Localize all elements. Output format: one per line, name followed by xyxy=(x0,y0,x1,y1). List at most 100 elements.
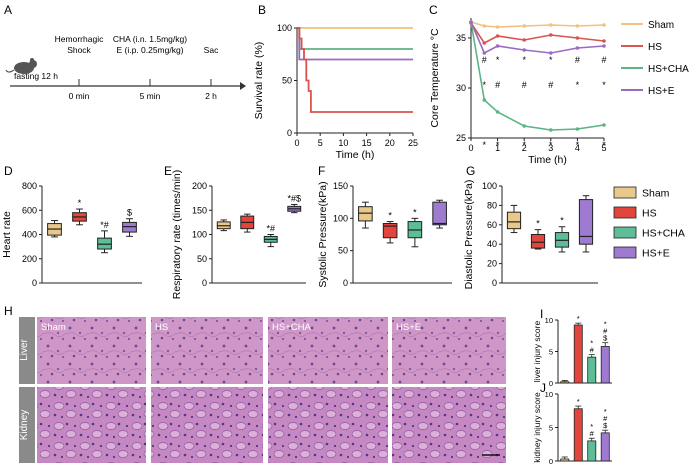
temperature-point-hs xyxy=(575,36,580,40)
significance-mark-hs-e: *#$ xyxy=(287,193,301,203)
significance-mark: # xyxy=(495,80,500,90)
y-axis-title: Survival rate (%) xyxy=(253,42,265,120)
significance-mark-hs-cha: *# xyxy=(266,224,275,234)
significance-mark: * xyxy=(602,80,606,90)
x-axis-title: Time (h) xyxy=(528,154,567,166)
temperature-point-sham xyxy=(602,23,606,27)
y-tick-label: 150 xyxy=(192,205,207,215)
temperature-point-hs-e xyxy=(575,46,580,50)
legend-box-label: Sham xyxy=(642,188,670,200)
significance-mark-hs-e: * xyxy=(604,407,607,416)
x-tick-label: 2 xyxy=(522,143,527,153)
legend-box-label: HS+E xyxy=(642,248,670,260)
row-label-kidney: Kidney xyxy=(19,410,30,441)
panel-e-letter: E xyxy=(164,164,172,178)
column-label-sham: Sham xyxy=(41,322,66,333)
y-axis-title: Core Temperature °C xyxy=(429,28,441,128)
box-hs-e xyxy=(432,201,447,226)
column-label-hs: HS xyxy=(155,322,168,333)
hs-label-line2: Shock xyxy=(67,45,91,55)
legend-box-swatch xyxy=(613,226,637,239)
y-tick-label: 600 xyxy=(22,205,37,215)
bar-sham xyxy=(560,458,570,462)
significance-mark: # xyxy=(575,55,580,65)
y-tick-label: 20 xyxy=(487,259,497,269)
panel-a: A fasting 12 h Hemorrhagic Shock CHA (i.… xyxy=(4,3,246,101)
box-sham xyxy=(358,206,373,222)
y-axis-title: Respiratory rate (times/min) xyxy=(171,170,183,300)
column-label-hs-cha: HS+CHA xyxy=(272,322,311,333)
sac-label: Sac xyxy=(204,45,219,55)
x-tick-label: 5 xyxy=(318,138,323,148)
significance-mark: * xyxy=(576,140,580,150)
y-tick-label: 50 xyxy=(282,76,292,86)
legend-line-label: HS xyxy=(648,42,662,53)
histology-kidney-hs-e xyxy=(392,387,506,463)
bar-hs-e xyxy=(600,432,610,462)
y-tick-label: 40 xyxy=(487,239,497,249)
survival-chart: 0 50 100 Survival rate (%) 0 5 10 15 20 25 Time (h… xyxy=(253,23,418,161)
panel-h-histology: Liver Kidney Sham HS HS+CHA HS+E xyxy=(19,317,506,463)
histology-liver-hs-cha xyxy=(268,317,388,384)
y-tick-label: 50 xyxy=(197,254,207,264)
temperature-point-hs-e xyxy=(482,51,487,55)
line-legend: Sham HS HS+CHA HS+E xyxy=(621,20,689,97)
y-tick-label: 0 xyxy=(343,278,348,288)
time-label-5min: 5 min xyxy=(140,91,161,101)
y-axis-title: kidney injury score xyxy=(532,392,542,463)
temperature-point-hs-e xyxy=(602,44,606,48)
panel-f-letter: F xyxy=(318,164,325,178)
significance-mark-hs-e: # xyxy=(603,414,608,423)
survival-line-hs-e xyxy=(297,27,413,61)
temperature-point-hs-cha xyxy=(549,128,553,132)
y-tick-label: 200 xyxy=(192,181,207,191)
y-tick-label: 50 xyxy=(338,246,348,256)
hs-label-line1: Hemorrhagic xyxy=(55,34,104,44)
temperature-point-hs xyxy=(482,41,487,45)
significance-mark-hs-e: $ xyxy=(127,208,132,218)
temperature-point-sham xyxy=(575,24,580,28)
box-hs xyxy=(382,223,398,239)
significance-mark: * xyxy=(576,80,580,90)
significance-mark: # xyxy=(522,80,527,90)
y-tick-label: 800 xyxy=(22,181,37,191)
mouse-icon xyxy=(5,58,37,74)
significance-mark-hs-e: $ xyxy=(603,334,608,343)
x-tick-label: 10 xyxy=(338,138,348,148)
histology-kidney-sham xyxy=(37,387,146,463)
temperature-point-sham xyxy=(522,24,526,28)
row-label-box-liver xyxy=(19,317,35,384)
y-tick-label: 5 xyxy=(549,424,553,433)
y-tick-label: 10 xyxy=(545,316,553,325)
panel-i-letter: I xyxy=(540,307,543,321)
temperature-point-hs-cha xyxy=(602,123,606,127)
legend-box-swatch xyxy=(613,206,637,219)
x-tick-label: 25 xyxy=(408,138,418,148)
x-tick-label: 4 xyxy=(575,143,580,153)
significance-mark-hs-cha: # xyxy=(590,429,595,438)
significance-mark-hs-cha: * xyxy=(560,216,564,226)
bar-hs xyxy=(573,324,583,384)
significance-mark: * xyxy=(549,55,553,65)
y-tick-label: 30 xyxy=(456,83,466,93)
significance-mark: * xyxy=(522,140,526,150)
histology-liver-hs-e xyxy=(392,317,506,384)
y-tick-label: 10 xyxy=(545,390,553,399)
bar-hs xyxy=(573,408,583,462)
y-tick-label: 0 xyxy=(32,278,37,288)
y-axis-title: liver injury score xyxy=(532,321,542,383)
y-tick-label: 100 xyxy=(333,213,348,223)
significance-mark-hs-cha: * xyxy=(590,422,593,431)
panel-d-letter: D xyxy=(4,164,13,178)
histology-kidney-hs-cha xyxy=(268,387,388,463)
significance-mark: # xyxy=(548,80,553,90)
box-sham xyxy=(506,211,522,230)
temperature-line-sham xyxy=(470,21,605,28)
y-tick-label: 0 xyxy=(202,278,207,288)
y-tick-label: 5 xyxy=(549,348,553,357)
x-tick-label: 0 xyxy=(468,143,473,153)
box-hs-cha xyxy=(97,237,112,250)
